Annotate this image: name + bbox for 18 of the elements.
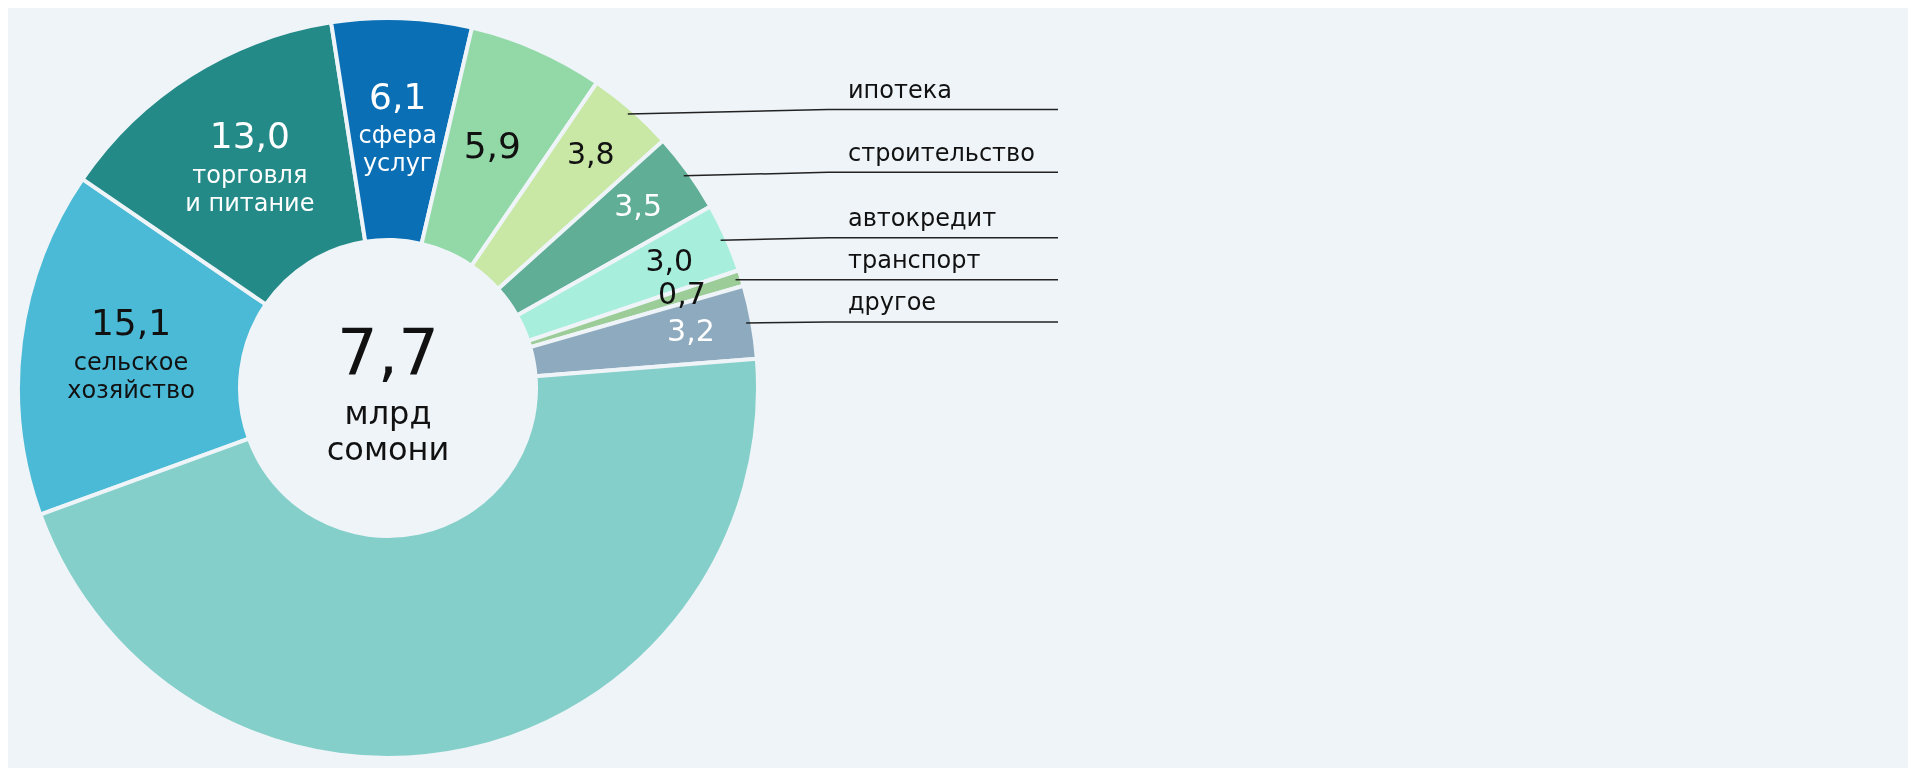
slice-label: торговля и питание (185, 161, 315, 218)
slice-label: другое (848, 288, 937, 317)
data-label: 0,7 (658, 276, 706, 312)
data-label: 15,1 (90, 301, 172, 343)
text: 7,7 млрд сомони (326, 315, 450, 469)
data-label: 3,0 (645, 242, 694, 278)
data-label: 3,5 (614, 188, 662, 224)
slice-label: транспорт (848, 245, 981, 274)
data-label: 6,1 (369, 75, 427, 117)
slice-label: ипотека (848, 75, 952, 104)
data-label: 13,0 (209, 115, 290, 157)
data-label: 3,2 (667, 312, 715, 348)
data-label: 5,9 (463, 125, 521, 167)
slice-label: автокредит (848, 203, 997, 232)
data-label: 3,8 (566, 136, 615, 172)
slice-label: строительство (848, 138, 1035, 167)
slice-label: сфера услуг (358, 121, 437, 178)
slice-label: сельское хозяйство (67, 347, 195, 404)
